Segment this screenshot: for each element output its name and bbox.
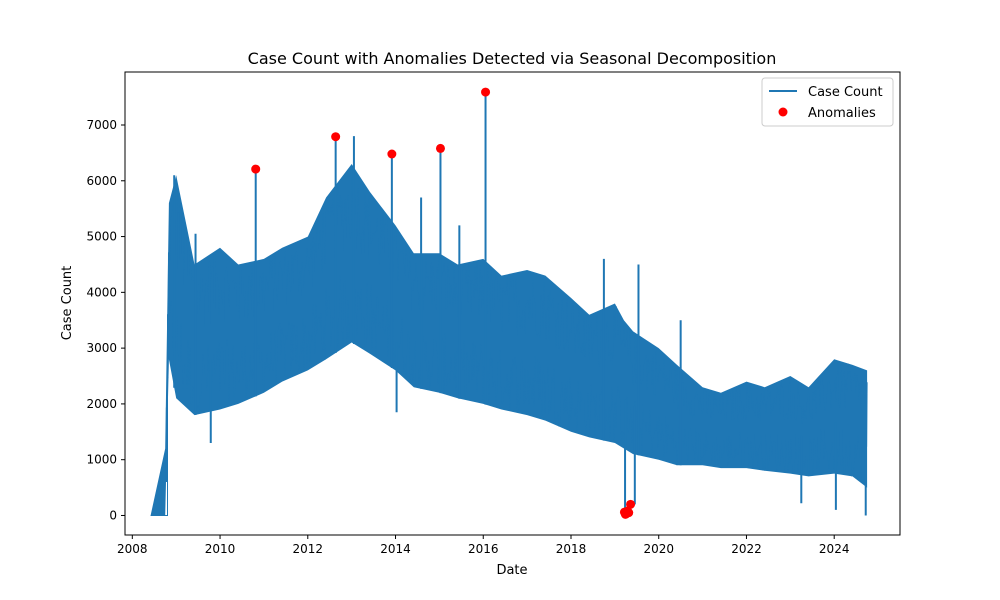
x-tick-label: 2012	[293, 542, 324, 556]
x-tick-label: 2018	[556, 542, 587, 556]
anomaly-point	[435, 143, 445, 153]
x-tick-label: 2008	[117, 542, 148, 556]
x-axis-label: Date	[496, 563, 527, 578]
case-count-line	[150, 177, 868, 516]
anomaly-point	[626, 499, 636, 509]
x-tick-label: 2014	[380, 542, 411, 556]
anomaly-point	[624, 508, 634, 518]
y-tick-label: 7000	[86, 118, 117, 132]
anomaly-point	[481, 87, 491, 97]
legend-label-anomalies: Anomalies	[808, 106, 876, 121]
plot-frame	[124, 71, 901, 536]
anomaly-point	[251, 164, 261, 174]
y-tick-label: 1000	[86, 453, 117, 467]
x-tick-label: 2010	[205, 542, 236, 556]
x-tick-label: 2024	[819, 542, 850, 556]
x-tick-label: 2020	[643, 542, 674, 556]
y-tick-label: 5000	[86, 230, 117, 244]
y-tick-label: 2000	[86, 397, 117, 411]
chart-title: Case Count with Anomalies Detected via S…	[248, 49, 777, 68]
legend: Case Count Anomalies	[761, 77, 894, 127]
axes-layer: 2008 2010 2012 2014 2016 2018 2020 2022 2024 0 100…	[86, 118, 849, 556]
y-tick-label: 4000	[86, 285, 117, 299]
legend-dot-swatch	[778, 107, 788, 117]
x-tick-label: 2016	[468, 542, 499, 556]
y-tick-label: 6000	[86, 174, 117, 188]
legend-label-case-count: Case Count	[808, 85, 883, 100]
plot-layer	[150, 87, 868, 519]
x-tick-label: 2022	[731, 542, 762, 556]
anomaly-point	[331, 132, 341, 142]
y-tick-label: 3000	[86, 341, 117, 355]
y-axis-label: Case Count	[60, 266, 75, 341]
anomaly-point	[387, 149, 397, 159]
y-tick-label: 0	[109, 508, 117, 522]
